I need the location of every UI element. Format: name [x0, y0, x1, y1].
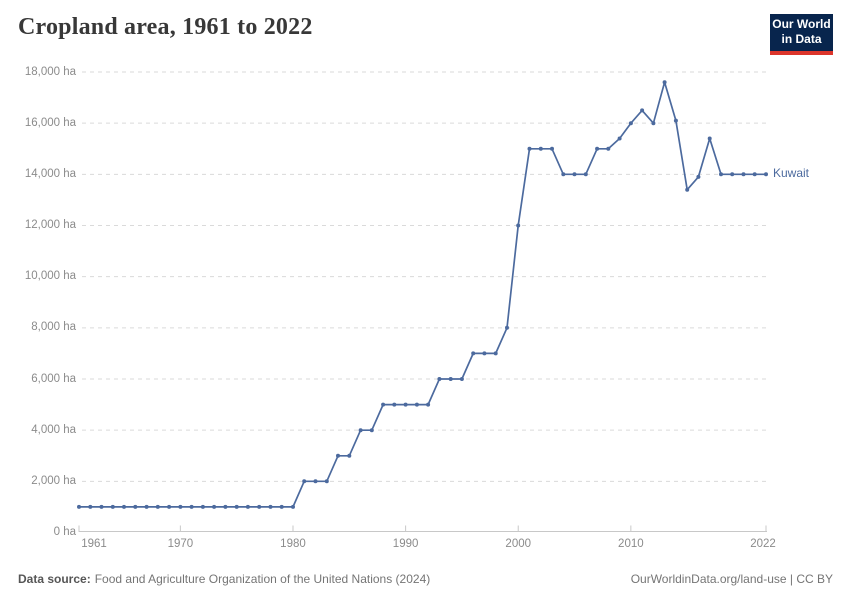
- data-point: [696, 174, 701, 179]
- data-point: [313, 479, 318, 484]
- data-point: [414, 402, 419, 407]
- data-point: [77, 504, 81, 509]
- data-point: [358, 428, 363, 433]
- data-point: [606, 146, 611, 151]
- data-point: [99, 504, 104, 509]
- data-point: [110, 504, 115, 509]
- data-point: [764, 172, 768, 177]
- owid-logo[interactable]: Our World in Data: [770, 14, 833, 55]
- data-point: [685, 187, 690, 192]
- data-point: [133, 504, 138, 509]
- x-axis-label: 1970: [167, 538, 194, 550]
- data-point: [673, 118, 678, 123]
- page-title: Cropland area, 1961 to 2022: [18, 14, 313, 40]
- data-point: [302, 479, 307, 484]
- data-point: [437, 377, 442, 381]
- series-label-kuwait: Kuwait: [773, 166, 810, 181]
- data-point: [538, 146, 543, 151]
- data-point: [200, 504, 205, 509]
- x-axis-label: 2022: [750, 538, 776, 550]
- y-axis-label: 18,000 ha: [24, 65, 76, 78]
- y-axis-label: 4,000 ha: [31, 423, 76, 436]
- y-axis-label: 12,000 ha: [24, 219, 76, 231]
- data-point: [144, 504, 149, 509]
- data-point: [426, 402, 431, 407]
- data-point: [167, 504, 172, 509]
- y-axis-label: 6,000 ha: [31, 372, 76, 385]
- data-point: [640, 108, 645, 113]
- y-axis-label: 10,000 ha: [24, 270, 76, 283]
- data-point: [392, 402, 397, 407]
- data-point: [268, 504, 273, 509]
- data-point: [550, 146, 554, 151]
- data-point: [448, 377, 453, 381]
- kuwait-line: [78, 81, 767, 508]
- data-source-text: Food and Agriculture Organization of the…: [94, 572, 431, 586]
- data-point: [527, 146, 532, 151]
- data-point: [291, 504, 295, 509]
- data-point: [155, 504, 160, 509]
- data-point: [617, 136, 622, 141]
- y-axis-label: 14,000 ha: [24, 167, 76, 180]
- data-point: [561, 172, 566, 177]
- data-point: [628, 121, 633, 126]
- y-axis-label: 2,000 ha: [31, 474, 76, 487]
- data-point: [662, 80, 667, 85]
- y-axis-label: 16,000 ha: [24, 116, 76, 129]
- owid-logo-line1: Our World: [772, 17, 831, 31]
- data-point: [369, 428, 374, 433]
- data-point: [493, 351, 498, 356]
- x-axis-label: 1980: [280, 538, 306, 550]
- data-point: [122, 504, 126, 509]
- data-point: [730, 172, 735, 177]
- data-point: [178, 504, 183, 509]
- x-axis-label: 2000: [505, 538, 532, 550]
- data-point: [245, 504, 250, 509]
- data-point: [234, 504, 239, 509]
- data-point: [336, 453, 340, 458]
- data-point: [471, 351, 476, 356]
- data-point: [741, 172, 746, 177]
- data-point: [381, 402, 386, 407]
- data-point: [223, 504, 228, 509]
- data-point: [707, 136, 712, 141]
- data-point: [324, 479, 329, 484]
- data-point: [403, 402, 408, 407]
- x-axis-label: 1961: [81, 538, 107, 550]
- credit-link[interactable]: OurWorldinData.org/land-use | CC BY: [630, 572, 833, 586]
- data-point: [279, 504, 284, 509]
- data-point: [595, 146, 600, 151]
- data-point: [583, 172, 588, 177]
- data-point: [505, 325, 509, 330]
- data-source: Data source: Food and Agriculture Organiz…: [18, 571, 430, 587]
- y-axis-label: 0 ha: [53, 526, 76, 538]
- data-point: [719, 172, 723, 177]
- data-point: [459, 377, 464, 381]
- x-axis-label: 1990: [392, 538, 419, 550]
- data-point: [572, 172, 577, 177]
- data-point: [347, 453, 352, 458]
- data-point: [189, 504, 194, 509]
- data-source-label: Data source:: [18, 572, 91, 586]
- data-point: [257, 504, 262, 509]
- data-point: [482, 351, 487, 356]
- y-axis-label: 8,000 ha: [31, 321, 76, 334]
- data-point: [752, 172, 757, 177]
- x-axis-label: 2010: [618, 538, 644, 550]
- owid-logo-line2: in Data: [781, 32, 822, 46]
- data-point: [516, 223, 521, 228]
- data-point: [88, 504, 93, 509]
- data-point: [651, 121, 656, 126]
- data-point: [212, 504, 217, 509]
